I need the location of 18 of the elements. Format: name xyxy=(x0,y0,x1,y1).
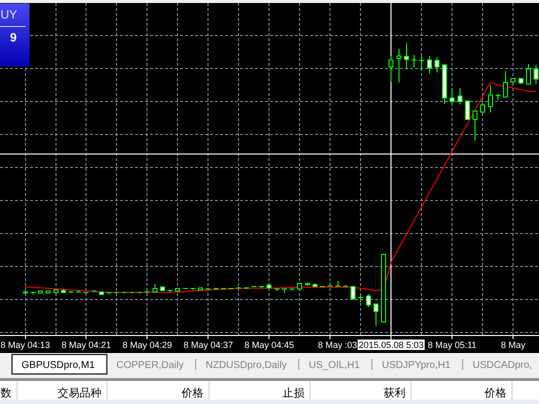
x-tick-label: 8 May 04:21 xyxy=(61,340,112,350)
x-tick-label: 8 May 04:13 xyxy=(0,340,50,350)
annotation: 价格 xyxy=(182,388,204,400)
x-tick-label: 8 May 04:37 xyxy=(183,340,233,350)
annotation: 价格 xyxy=(484,388,506,400)
annotation: 止损 xyxy=(282,388,304,400)
x-tick-label: 8 May 04:29 xyxy=(122,340,172,350)
x-tick-label: 8 May xyxy=(500,340,526,350)
annotation: :03 xyxy=(344,340,358,350)
annotation: 数 xyxy=(0,388,12,400)
x-tick-label: 8 May xyxy=(318,340,343,350)
annotation: UY xyxy=(0,8,18,22)
x-tick-label: 8 May 05:11 xyxy=(428,340,477,350)
x-tick-label: 8 May 04:45 xyxy=(244,340,294,350)
annotation: 2015.05.08 5:03 xyxy=(358,340,425,350)
annotation: 9 xyxy=(10,30,17,44)
annotation: 获利 xyxy=(384,388,406,400)
annotation: 交易品种 xyxy=(58,388,102,400)
